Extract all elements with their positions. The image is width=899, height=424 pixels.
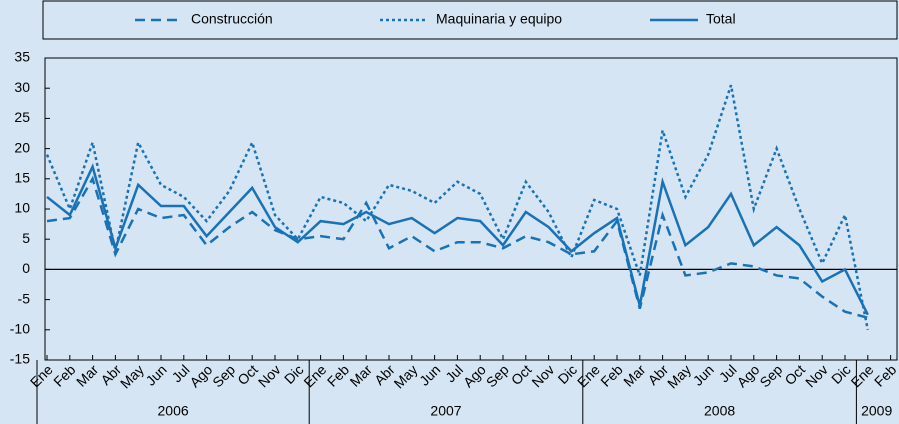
y-tick-label: -15	[10, 351, 30, 367]
legend-box	[42, 0, 898, 40]
x-tick-label: Dic	[828, 361, 854, 387]
x-tick-label: Mar	[73, 361, 102, 390]
x-tick-label: Oct	[508, 361, 535, 388]
series-line	[46, 175, 869, 319]
x-tick-label: Mar	[620, 361, 649, 390]
plot-area	[44, 57, 898, 361]
x-tick-label: Oct	[781, 361, 808, 388]
group-label: 2006	[158, 403, 189, 419]
legend-label: Construcción	[191, 11, 273, 27]
x-tick-label: Nov	[528, 361, 557, 390]
x-tick-label: Feb	[597, 361, 626, 390]
legend-label: Maquinaria y equipo	[436, 11, 562, 27]
y-tick-label: 25	[14, 109, 30, 125]
y-tick-label: 35	[14, 49, 30, 65]
x-tick-label: Dic	[281, 361, 307, 387]
x-tick-label: Jun	[142, 361, 169, 388]
y-tick-label: 10	[14, 200, 30, 216]
group-label: 2008	[704, 403, 735, 419]
y-tick-label: 5	[22, 230, 30, 246]
y-tick-label: -5	[18, 290, 31, 306]
x-tick-label: Jun	[416, 361, 443, 388]
y-tick-label: 15	[14, 170, 30, 186]
x-tick-label: Jun	[690, 361, 717, 388]
x-tick-label: Oct	[234, 361, 261, 388]
y-tick-label: -10	[10, 321, 30, 337]
x-tick-label: Feb	[871, 361, 899, 390]
x-tick-label: Nov	[802, 361, 831, 390]
series-line	[46, 163, 869, 316]
y-tick-label: 20	[14, 139, 30, 155]
legend-label: Total	[706, 11, 736, 27]
y-tick-label: 0	[22, 260, 30, 276]
x-tick-label: Feb	[324, 361, 353, 390]
y-tick-label: 30	[14, 79, 30, 95]
group-label: 2007	[430, 403, 461, 419]
series-line	[45, 84, 870, 331]
x-tick-label: Dic	[555, 361, 581, 387]
x-tick-label: Nov	[255, 361, 284, 390]
x-tick-label: Feb	[50, 361, 79, 390]
x-tick-label: Mar	[347, 361, 376, 390]
group-label: 2009	[861, 403, 892, 419]
